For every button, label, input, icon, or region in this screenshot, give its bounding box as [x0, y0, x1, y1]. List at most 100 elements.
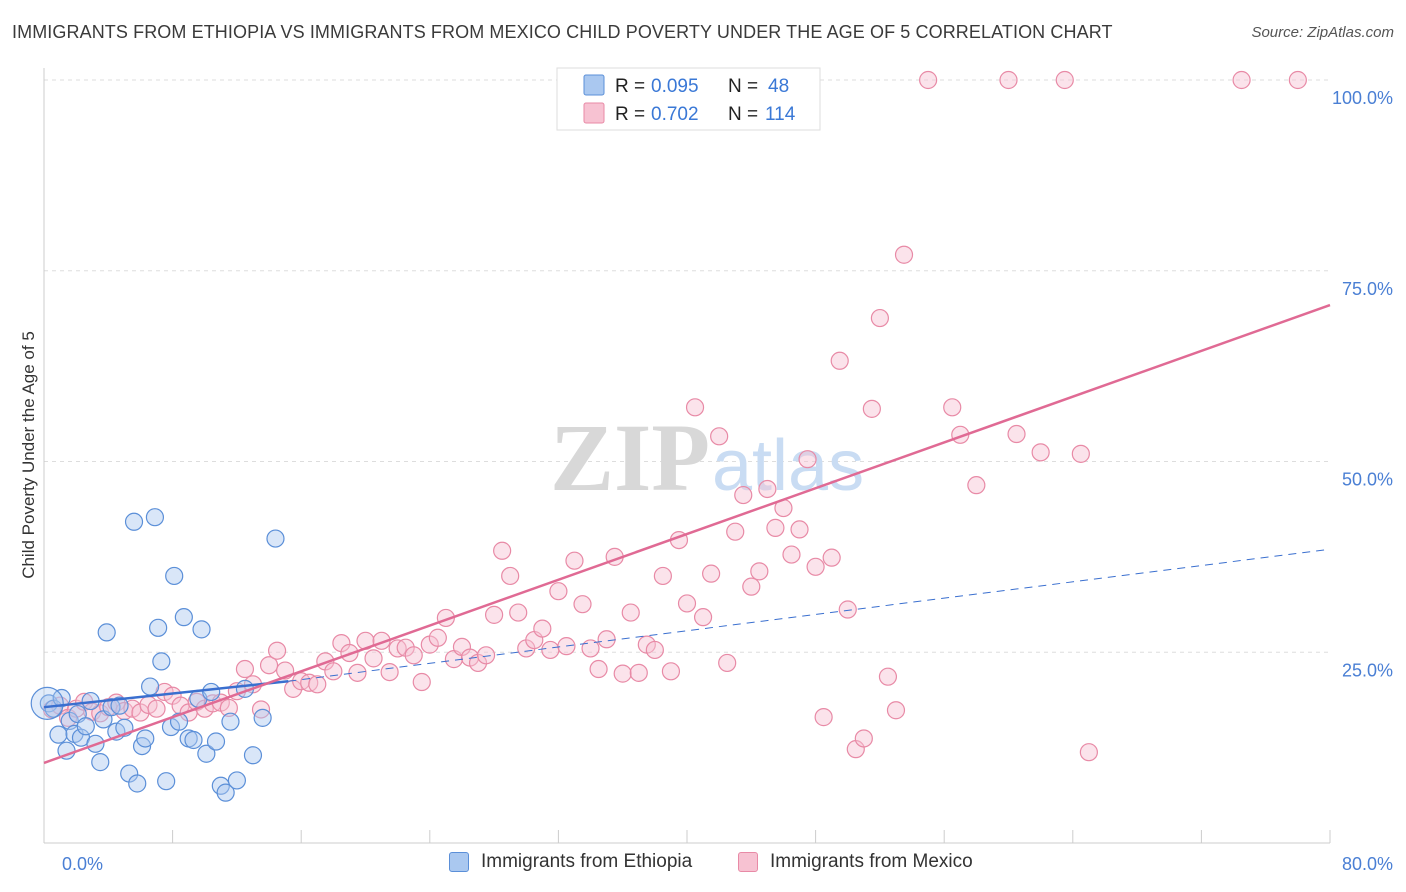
mexico-point-104	[878, 667, 898, 686]
mexico-point-105	[886, 701, 906, 720]
mexico-point-90	[766, 518, 785, 537]
ethiopia-point-25	[145, 508, 165, 527]
x-tick-label-max: 80.0%	[1342, 854, 1393, 874]
mexico-point-115	[1071, 444, 1090, 463]
legend-swatch-ethiopia	[583, 74, 605, 96]
mexico-point-86	[734, 485, 753, 505]
watermark-atlas: atlas	[712, 426, 864, 506]
mexico-point-24	[235, 659, 255, 679]
mexico-point-35	[324, 662, 343, 681]
legend-item-mexico: Immigrants from Mexico	[738, 851, 973, 873]
mexico-point-113	[1031, 443, 1050, 462]
mexico-point-76	[653, 566, 672, 586]
ethiopia-point-23	[136, 729, 155, 748]
mexico-point-96	[814, 708, 833, 727]
ethiopia-point-38	[202, 682, 221, 702]
ethiopia-point-45	[243, 746, 263, 765]
x-tick-label-min: 0.0%	[62, 854, 103, 874]
mexico-point-69	[597, 630, 616, 649]
ethiopia-point-39	[206, 732, 226, 751]
mexico-point-84	[718, 653, 737, 673]
mexico-point-58	[509, 603, 528, 622]
mexico-point-118	[1288, 70, 1307, 90]
legend-swatch-ethiopia-bottom	[449, 852, 469, 872]
mexico-point-71	[613, 664, 632, 683]
ethiopia-point-36	[192, 620, 211, 639]
mexico-point-79	[677, 594, 697, 613]
ethiopia-point-37	[197, 744, 216, 763]
y-tick-labels: 25.0% 50.0% 75.0% 100.0%	[1332, 88, 1393, 680]
ethiopia-trend-line	[43, 680, 289, 709]
mexico-point-101	[854, 729, 873, 748]
mexico-point-40	[364, 649, 383, 668]
ethiopia-point-41	[216, 783, 235, 802]
mexico-point-48	[428, 628, 447, 647]
ethiopia-point-12	[91, 753, 110, 772]
mexico-point-98	[830, 351, 849, 370]
mexico-point-13	[147, 699, 166, 718]
mexico-point-97	[822, 548, 841, 567]
ethiopia-points	[30, 508, 285, 802]
y-tick-label-75: 75.0%	[1342, 279, 1393, 299]
mexico-point-46	[412, 672, 431, 692]
y-axis-label: Child Poverty Under the Age of 5	[19, 331, 38, 579]
legend-r-value-ethiopia: 0.095	[651, 76, 699, 97]
mexico-point-65	[565, 551, 584, 570]
mexico-point-72	[621, 603, 640, 622]
mexico-point-38	[348, 663, 367, 682]
legend-swatch-mexico-bottom	[738, 852, 758, 872]
ethiopia-trend-extension	[288, 548, 1331, 682]
mexico-point-22	[219, 698, 238, 718]
stats-legend: R = 0.095 N = 48 R = 0.702 N = 114	[556, 67, 821, 131]
chart-title: IMMIGRANTS FROM ETHIOPIA VS IMMIGRANTS F…	[12, 22, 1113, 42]
ethiopia-point-17	[110, 696, 129, 715]
mexico-point-33	[308, 675, 327, 694]
mexico-point-89	[758, 479, 777, 499]
mexico-point-61	[533, 619, 552, 638]
mexico-point-117	[1232, 70, 1251, 90]
legend-r-value-mexico: 0.702	[651, 104, 699, 125]
legend-n-label-ethiopia: N =	[728, 76, 758, 97]
source-label: Source: ZipAtlas.com	[1251, 24, 1394, 41]
ethiopia-point-28	[157, 772, 176, 791]
mexico-point-107	[919, 70, 938, 90]
mexico-point-56	[493, 541, 512, 560]
mexico-point-83	[710, 427, 729, 446]
watermark-zip: ZIP	[550, 404, 710, 511]
mexico-point-73	[629, 663, 648, 682]
mexico-point-55	[485, 605, 504, 624]
y-tick-label-50: 50.0%	[1342, 470, 1393, 490]
ethiopia-point-27	[152, 652, 171, 671]
mexico-point-63	[549, 582, 568, 601]
mexico-point-112	[1007, 424, 1026, 444]
legend-label-ethiopia: Immigrants from Ethiopia	[481, 851, 693, 872]
mexico-point-102	[862, 399, 881, 418]
legend-r-label-mexico: R =	[615, 104, 645, 125]
mexico-point-66	[573, 595, 592, 614]
mexico-point-95	[806, 557, 825, 576]
ethiopia-point-47	[266, 529, 285, 548]
mexico-point-68	[589, 659, 608, 679]
y-tick-label-25: 25.0%	[1342, 660, 1393, 680]
mexico-points	[42, 70, 1307, 762]
mexico-trend-line	[43, 303, 1331, 765]
mexico-point-28	[267, 641, 287, 660]
mexico-point-45	[404, 646, 423, 665]
legend-label-mexico: Immigrants from Mexico	[770, 851, 973, 872]
legend-n-value-ethiopia: 48	[768, 76, 789, 97]
mexico-point-88	[750, 562, 769, 581]
series-legend: Immigrants from Ethiopia Immigrants from…	[0, 851, 1406, 879]
mexico-point-110	[967, 476, 986, 495]
legend-swatch-mexico	[583, 102, 605, 124]
mexico-point-81	[693, 608, 713, 627]
grid-lines	[44, 79, 1330, 653]
legend-item-ethiopia: Immigrants from Ethiopia	[449, 851, 692, 873]
ethiopia-cluster-point	[30, 686, 64, 720]
ethiopia-point-9	[76, 717, 95, 736]
ethiopia-point-34	[184, 730, 203, 750]
mexico-point-116	[1079, 743, 1098, 762]
mexico-point-93	[790, 520, 809, 539]
ethiopia-point-46	[253, 708, 272, 727]
mexico-point-54	[476, 646, 496, 665]
